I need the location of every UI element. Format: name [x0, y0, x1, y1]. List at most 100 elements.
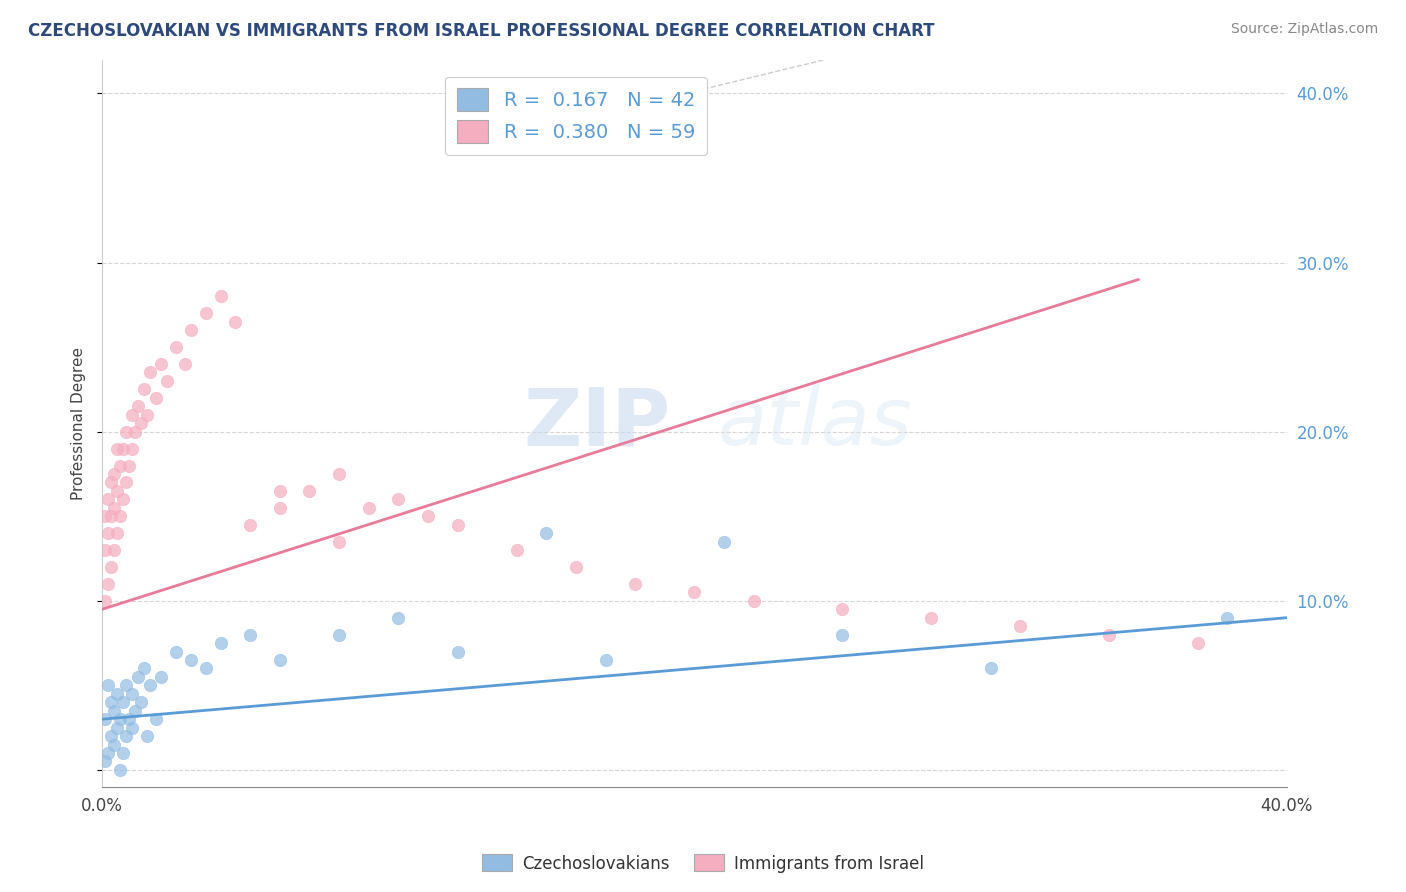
Point: [127, 670, 149, 684]
Point: [194, 661, 217, 675]
Point: [111, 492, 134, 507]
Point: [105, 442, 128, 456]
Point: [138, 678, 160, 692]
Point: [239, 517, 262, 532]
Point: [111, 695, 134, 709]
Point: [180, 653, 202, 667]
Point: [536, 526, 558, 541]
Point: [298, 483, 321, 498]
Point: [108, 763, 131, 777]
Point: [97, 577, 120, 591]
Point: [115, 729, 138, 743]
Point: [1098, 627, 1121, 641]
Point: [94, 594, 117, 608]
Point: [1216, 611, 1239, 625]
Point: [135, 729, 157, 743]
Point: [165, 340, 187, 354]
Point: [328, 534, 350, 549]
Point: [224, 315, 246, 329]
Point: [111, 746, 134, 760]
Point: [97, 526, 120, 541]
Point: [103, 543, 125, 558]
Point: [105, 721, 128, 735]
Point: [127, 400, 149, 414]
Point: [150, 357, 173, 371]
Point: [132, 383, 155, 397]
Point: [105, 526, 128, 541]
Point: [108, 712, 131, 726]
Point: [1010, 619, 1032, 633]
Point: [103, 500, 125, 515]
Point: [94, 755, 117, 769]
Point: [174, 357, 197, 371]
Point: [103, 704, 125, 718]
Point: [506, 543, 529, 558]
Point: [239, 627, 262, 641]
Point: [115, 475, 138, 490]
Point: [165, 644, 187, 658]
Point: [135, 408, 157, 422]
Point: [105, 483, 128, 498]
Point: [1187, 636, 1209, 650]
Point: [416, 509, 439, 524]
Text: ZIP: ZIP: [523, 384, 671, 462]
Point: [94, 509, 117, 524]
Point: [103, 738, 125, 752]
Y-axis label: Professional Degree: Professional Degree: [72, 347, 86, 500]
Point: [115, 678, 138, 692]
Point: [105, 687, 128, 701]
Point: [742, 594, 765, 608]
Point: [831, 602, 853, 616]
Point: [269, 500, 291, 515]
Point: [94, 712, 117, 726]
Point: [138, 366, 160, 380]
Point: [124, 425, 146, 439]
Point: [97, 678, 120, 692]
Text: CZECHOSLOVAKIAN VS IMMIGRANTS FROM ISRAEL PROFESSIONAL DEGREE CORRELATION CHART: CZECHOSLOVAKIAN VS IMMIGRANTS FROM ISRAE…: [28, 22, 935, 40]
Point: [145, 391, 167, 405]
Point: [683, 585, 706, 599]
Point: [595, 653, 617, 667]
Text: Source: ZipAtlas.com: Source: ZipAtlas.com: [1230, 22, 1378, 37]
Point: [100, 560, 122, 574]
Point: [920, 611, 942, 625]
Point: [713, 534, 735, 549]
Point: [831, 627, 853, 641]
Point: [156, 374, 179, 388]
Point: [129, 416, 152, 430]
Point: [121, 442, 143, 456]
Point: [100, 475, 122, 490]
Point: [446, 644, 468, 658]
Point: [100, 729, 122, 743]
Point: [118, 458, 141, 473]
Point: [328, 627, 350, 641]
Point: [115, 425, 138, 439]
Point: [100, 509, 122, 524]
Point: [979, 661, 1001, 675]
Point: [269, 653, 291, 667]
Point: [145, 712, 167, 726]
Point: [328, 467, 350, 481]
Legend: R =  0.167   N = 42, R =  0.380   N = 59: R = 0.167 N = 42, R = 0.380 N = 59: [446, 77, 707, 154]
Point: [121, 687, 143, 701]
Point: [129, 695, 152, 709]
Point: [357, 500, 380, 515]
Point: [121, 408, 143, 422]
Point: [150, 670, 173, 684]
Point: [624, 577, 647, 591]
Point: [209, 289, 232, 303]
Point: [108, 509, 131, 524]
Text: atlas: atlas: [718, 384, 912, 462]
Point: [97, 746, 120, 760]
Point: [194, 306, 217, 320]
Point: [121, 721, 143, 735]
Point: [132, 661, 155, 675]
Point: [387, 611, 409, 625]
Point: [446, 517, 468, 532]
Point: [100, 695, 122, 709]
Point: [94, 543, 117, 558]
Point: [124, 704, 146, 718]
Point: [118, 712, 141, 726]
Point: [565, 560, 588, 574]
Point: [97, 492, 120, 507]
